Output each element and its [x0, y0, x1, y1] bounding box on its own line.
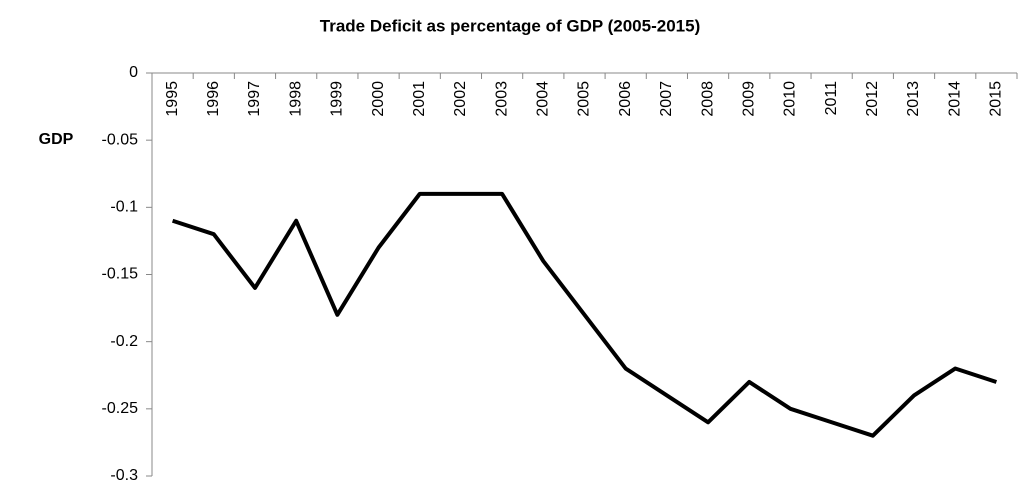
- x-tick-label: 2015: [988, 81, 1005, 117]
- x-tick-label: 2012: [864, 81, 881, 117]
- y-tick-label: -0.05: [102, 131, 139, 148]
- x-tick-label: 1995: [164, 81, 181, 117]
- y-tick-label: 0: [129, 64, 138, 81]
- data-line: [171, 191, 998, 438]
- x-tick-label: 1996: [205, 81, 222, 117]
- x-tick-label: 2005: [576, 81, 593, 117]
- y-tick-label: -0.2: [110, 333, 138, 350]
- y-tick-label: -0.15: [102, 266, 139, 283]
- chart-title: Trade Deficit as percentage of GDP (2005…: [320, 16, 700, 35]
- y-tick-label: -0.3: [110, 467, 138, 484]
- x-tick-label: 2002: [452, 81, 469, 117]
- x-tick-label: 2007: [658, 81, 675, 117]
- x-tick-label: 2008: [699, 81, 716, 117]
- x-tick-label: 1998: [287, 81, 304, 117]
- x-tick-label: 2009: [740, 81, 757, 117]
- x-tick-label: 1999: [329, 81, 346, 117]
- x-tick-label: 2014: [946, 81, 963, 117]
- y-tick-label: -0.1: [110, 199, 138, 216]
- x-tick-label: 2000: [370, 81, 387, 117]
- y-tick-label: -0.25: [102, 400, 139, 417]
- x-tick-label: 2013: [905, 81, 922, 117]
- y-axis-label: GDP: [39, 131, 74, 148]
- x-tick-label: 2004: [535, 81, 552, 117]
- x-tick-label: 2006: [617, 81, 634, 117]
- x-tick-label: 2011: [823, 81, 840, 116]
- x-tick-label: 1997: [246, 81, 263, 117]
- x-tick-label: 2003: [493, 81, 510, 117]
- x-tick-label: 2001: [411, 81, 428, 117]
- x-tick-label: 2010: [782, 81, 799, 117]
